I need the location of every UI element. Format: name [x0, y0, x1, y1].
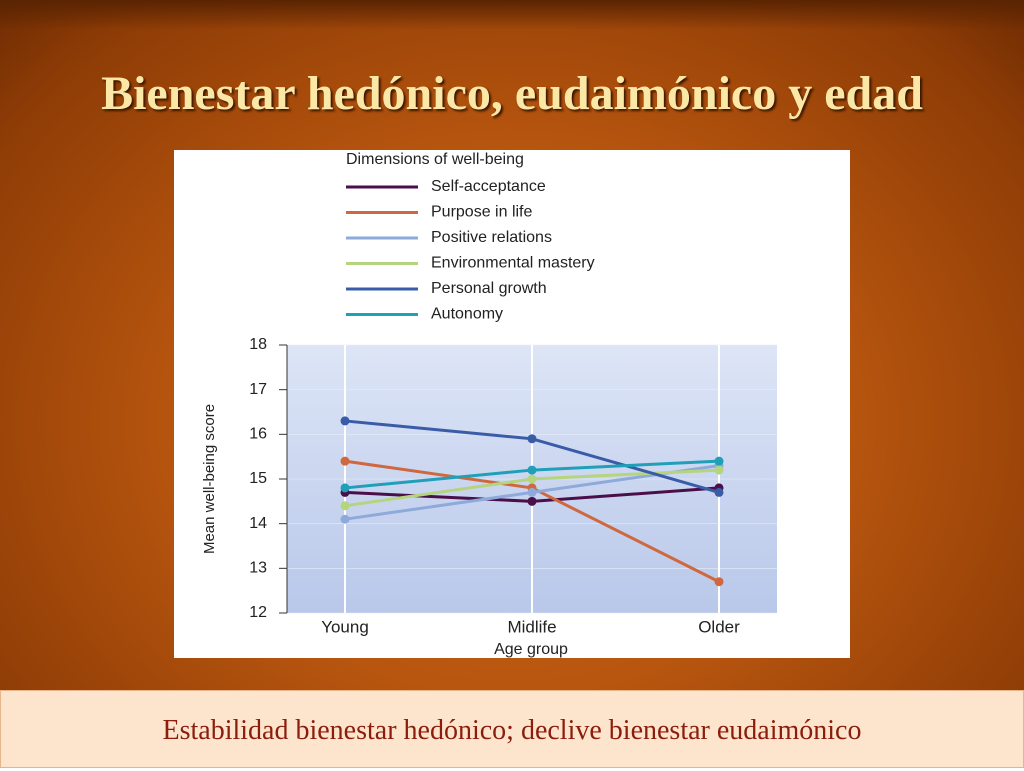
data-point: [714, 465, 724, 475]
x-tick-label: Older: [698, 617, 740, 636]
legend-label: Environmental mastery: [431, 255, 595, 272]
legend-label: Positive relations: [431, 229, 552, 246]
x-axis-label: Age group: [494, 641, 568, 658]
data-point: [340, 456, 350, 466]
x-tick-label: Midlife: [507, 617, 556, 636]
top-band: [0, 0, 1024, 30]
data-point: [340, 483, 350, 493]
legend-label: Autonomy: [431, 306, 503, 323]
data-point: [527, 487, 537, 497]
y-tick-label: 16: [249, 426, 267, 443]
data-point: [527, 434, 537, 444]
x-tick-label: Young: [321, 617, 369, 636]
data-point: [527, 496, 537, 506]
y-tick-label: 13: [249, 560, 267, 577]
data-point: [527, 465, 537, 475]
data-point: [714, 577, 724, 587]
data-point: [340, 416, 350, 426]
data-point: [714, 456, 724, 466]
data-point: [340, 501, 350, 511]
slide-title: Bienestar hedónico, eudaimónico y edad: [101, 67, 923, 120]
y-tick-label: 14: [249, 515, 267, 532]
data-point: [527, 474, 537, 484]
legend-label: Personal growth: [431, 280, 547, 297]
legend-label: Self-acceptance: [431, 178, 546, 195]
y-axis-label: Mean well-being score: [201, 404, 218, 554]
y-tick-label: 15: [249, 470, 267, 487]
chart: Dimensions of well-being Age group Mean …: [174, 150, 850, 658]
y-tick-label: 18: [249, 336, 267, 353]
y-tick-label: 12: [249, 604, 267, 621]
legend-title: Dimensions of well-being: [346, 151, 524, 168]
data-point: [340, 514, 350, 524]
data-point: [714, 487, 724, 497]
y-tick-label: 17: [249, 381, 267, 398]
legend-label: Purpose in life: [431, 204, 532, 221]
slide-footer: Estabilidad bienestar hedónico; declive …: [0, 690, 1024, 768]
